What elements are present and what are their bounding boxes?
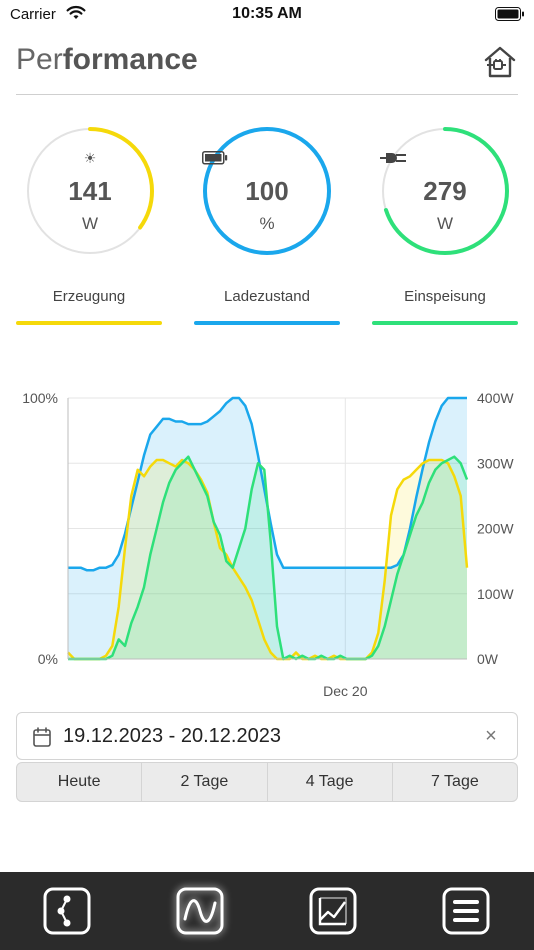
feed-in-gauge-ring [381, 127, 509, 255]
charge-state-gauge-ring [203, 127, 331, 255]
carrier-label: Carrier [10, 6, 56, 23]
left-axis-tick-label: 100% [22, 390, 58, 406]
feed-in-value: 279 [423, 176, 467, 206]
range-today-button[interactable]: Heute [17, 763, 143, 801]
legend-charge-state-label: Ladezustand [224, 288, 310, 305]
legend-feed-in-label: Einspeisung [404, 288, 486, 305]
right-axis-tick-label: 200W [477, 521, 514, 537]
right-axis-tick-label: 100W [477, 586, 514, 602]
chart-axes [67, 398, 467, 660]
series-line-einspeisung [68, 455, 469, 661]
charge-state-unit: % [259, 214, 275, 233]
legend-generation[interactable]: Erzeugung [16, 285, 162, 325]
home-button[interactable] [482, 44, 518, 80]
range-7-days-button[interactable]: 7 Tage [431, 773, 479, 790]
feed-in-gauge: 279 W [380, 126, 510, 256]
chart-labels: 100% 0% 400W 300W 200W 100W 0W Dec 20 [22, 390, 514, 699]
range-selector: Heute 2 Tage 4 Tage 7 Tage [16, 762, 518, 802]
right-axis-tick-label: 0W [477, 651, 499, 667]
sun-icon: ☀ [83, 150, 97, 166]
series-area-erzeugung [68, 460, 467, 659]
status-bar: Carrier 10:35 AM [0, 0, 534, 30]
wifi-icon [66, 5, 86, 26]
page-title: Performance [16, 43, 198, 77]
series-area-einspeisung [68, 456, 467, 659]
page-title-light: Per [16, 43, 63, 76]
date-range-field[interactable]: 19.12.2023 - 20.12.2023 × [16, 712, 518, 760]
performance-chart[interactable]: 100% 0% 400W 300W 200W 100W 0W Dec 20 [0, 380, 534, 700]
house-plug-icon [484, 46, 516, 78]
history-chart-icon [309, 887, 357, 935]
chart-lines [67, 396, 469, 661]
generation-value: 141 [68, 176, 112, 206]
charge-state-value: 100 [245, 176, 289, 206]
page-title-bold: formance [62, 43, 198, 76]
legend-feed-in[interactable]: Einspeisung [372, 285, 518, 325]
generation-unit: W [81, 214, 99, 233]
chart-grid [68, 397, 467, 660]
right-axis-tick-label: 400W [477, 390, 514, 406]
status-time: 10:35 AM [232, 5, 302, 22]
legend-feed-in-bar [372, 321, 518, 325]
menu-icon [442, 887, 490, 935]
x-axis-tick-label: Dec 20 [323, 683, 368, 699]
tab-history[interactable] [308, 886, 358, 936]
charge-state-gauge: 100 % [202, 126, 332, 256]
tab-bar [0, 872, 534, 950]
feed-in-unit: W [436, 214, 454, 233]
battery-status-icon [495, 7, 525, 26]
calendar-icon [33, 727, 51, 752]
performance-chart-svg: 100% 0% 400W 300W 200W 100W 0W Dec 20 [22, 390, 514, 699]
performance-wave-icon [176, 887, 224, 935]
right-axis-tick-label: 300W [477, 455, 514, 471]
legend-charge-state-bar [194, 321, 340, 325]
legend-charge-state[interactable]: Ladezustand [194, 285, 340, 325]
legend-generation-bar [16, 321, 162, 325]
tab-performance[interactable] [175, 886, 225, 936]
tab-energy-flow[interactable] [42, 886, 92, 936]
series-line-erzeugung [67, 458, 469, 661]
left-axis-tick-label: 0% [38, 651, 58, 667]
page-header: Performance [16, 40, 518, 95]
energy-flow-icon [43, 887, 91, 935]
legend-generation-label: Erzeugung [52, 288, 126, 305]
clear-date-button[interactable]: × [485, 725, 497, 747]
date-range-value: 19.12.2023 - 20.12.2023 [63, 725, 281, 747]
range-4-days-button[interactable]: 4 Tage [268, 763, 393, 801]
generation-gauge-ring [26, 127, 154, 255]
tab-menu[interactable] [441, 886, 491, 936]
range-2-days-button[interactable]: 2 Tage [142, 763, 268, 801]
generation-gauge: ☀ 141 W [25, 126, 155, 256]
